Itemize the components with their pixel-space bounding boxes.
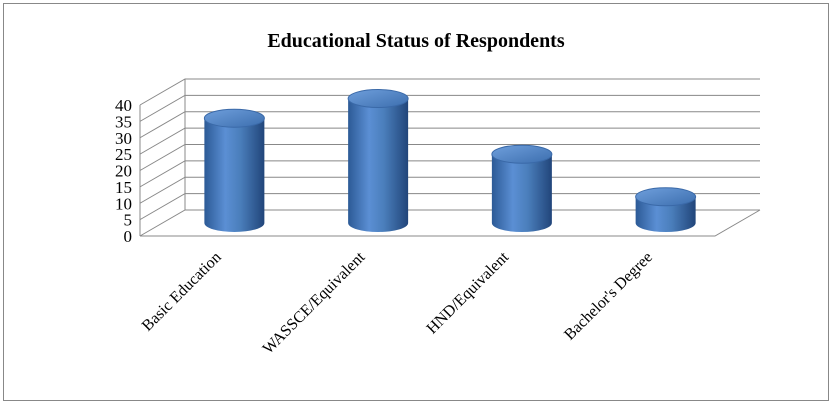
grid-line [139, 160, 760, 188]
y-tick-label: 15 [115, 178, 132, 197]
y-tick-label: 40 [115, 96, 132, 115]
grid-line [139, 193, 760, 221]
grid-line [139, 94, 760, 122]
grid-line [139, 111, 760, 139]
y-tick-label: 35 [115, 112, 132, 131]
grid-line [139, 78, 760, 106]
bar-top [491, 144, 553, 164]
grid-line [139, 144, 760, 171]
bar [491, 144, 553, 232]
bar-body [348, 98, 409, 232]
bar [635, 187, 697, 232]
chart-title: Educational Status of Respondents [267, 30, 565, 52]
y-tick-label: 25 [115, 145, 132, 164]
grid-line [139, 209, 760, 237]
y-tick-label: 10 [115, 194, 132, 213]
y-tick-label: 0 [124, 227, 133, 246]
floor [140, 209, 761, 237]
bar [203, 108, 265, 232]
y-tick-label: 5 [124, 211, 133, 230]
bar [347, 89, 409, 232]
y-tick-label: 20 [115, 162, 132, 181]
grid-line [139, 176, 760, 204]
bar-top [203, 108, 265, 128]
bar-top [635, 187, 697, 207]
grid-line [139, 127, 760, 155]
bar-body [635, 196, 696, 232]
bar-body [491, 154, 552, 232]
bar-top [347, 89, 409, 109]
bar-body [204, 118, 265, 232]
y-tick-label: 30 [115, 129, 132, 148]
